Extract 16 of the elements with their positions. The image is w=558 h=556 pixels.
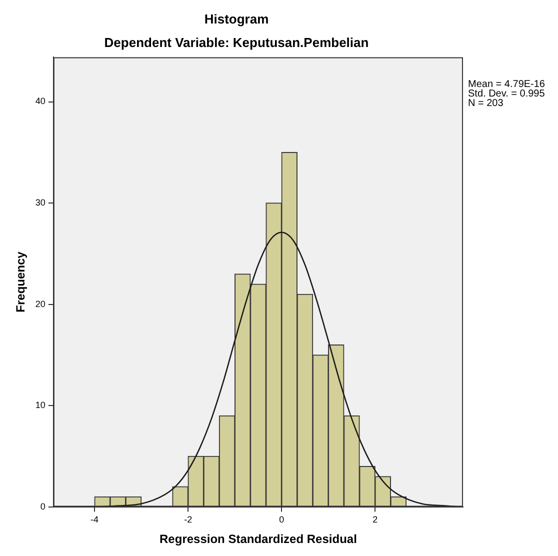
y-axis-title: Frequency: [14, 251, 28, 312]
x-tick-label: 2: [372, 514, 378, 525]
x-tick-label: -2: [184, 514, 192, 525]
text: Mean = 4.79E-16: [468, 78, 546, 90]
y-tick-label: 20: [35, 298, 46, 309]
y-tick-label: 0: [40, 501, 46, 512]
x-axis-title: Regression Standardized Residual: [160, 532, 357, 546]
text: N = 203: [468, 98, 504, 109]
chart-subtitle: Dependent Variable: Keputusan.Pembelian: [104, 34, 369, 50]
x-tick-label: -4: [90, 514, 99, 525]
chart-title: Histogram: [204, 11, 269, 26]
x-tick-label: 0: [279, 514, 284, 525]
y-tick-label: 40: [35, 96, 46, 106]
y-tick-label: 30: [35, 198, 46, 208]
text: Std. Dev. = 0.995: [468, 88, 546, 100]
y-tick-label: 10: [35, 400, 46, 410]
